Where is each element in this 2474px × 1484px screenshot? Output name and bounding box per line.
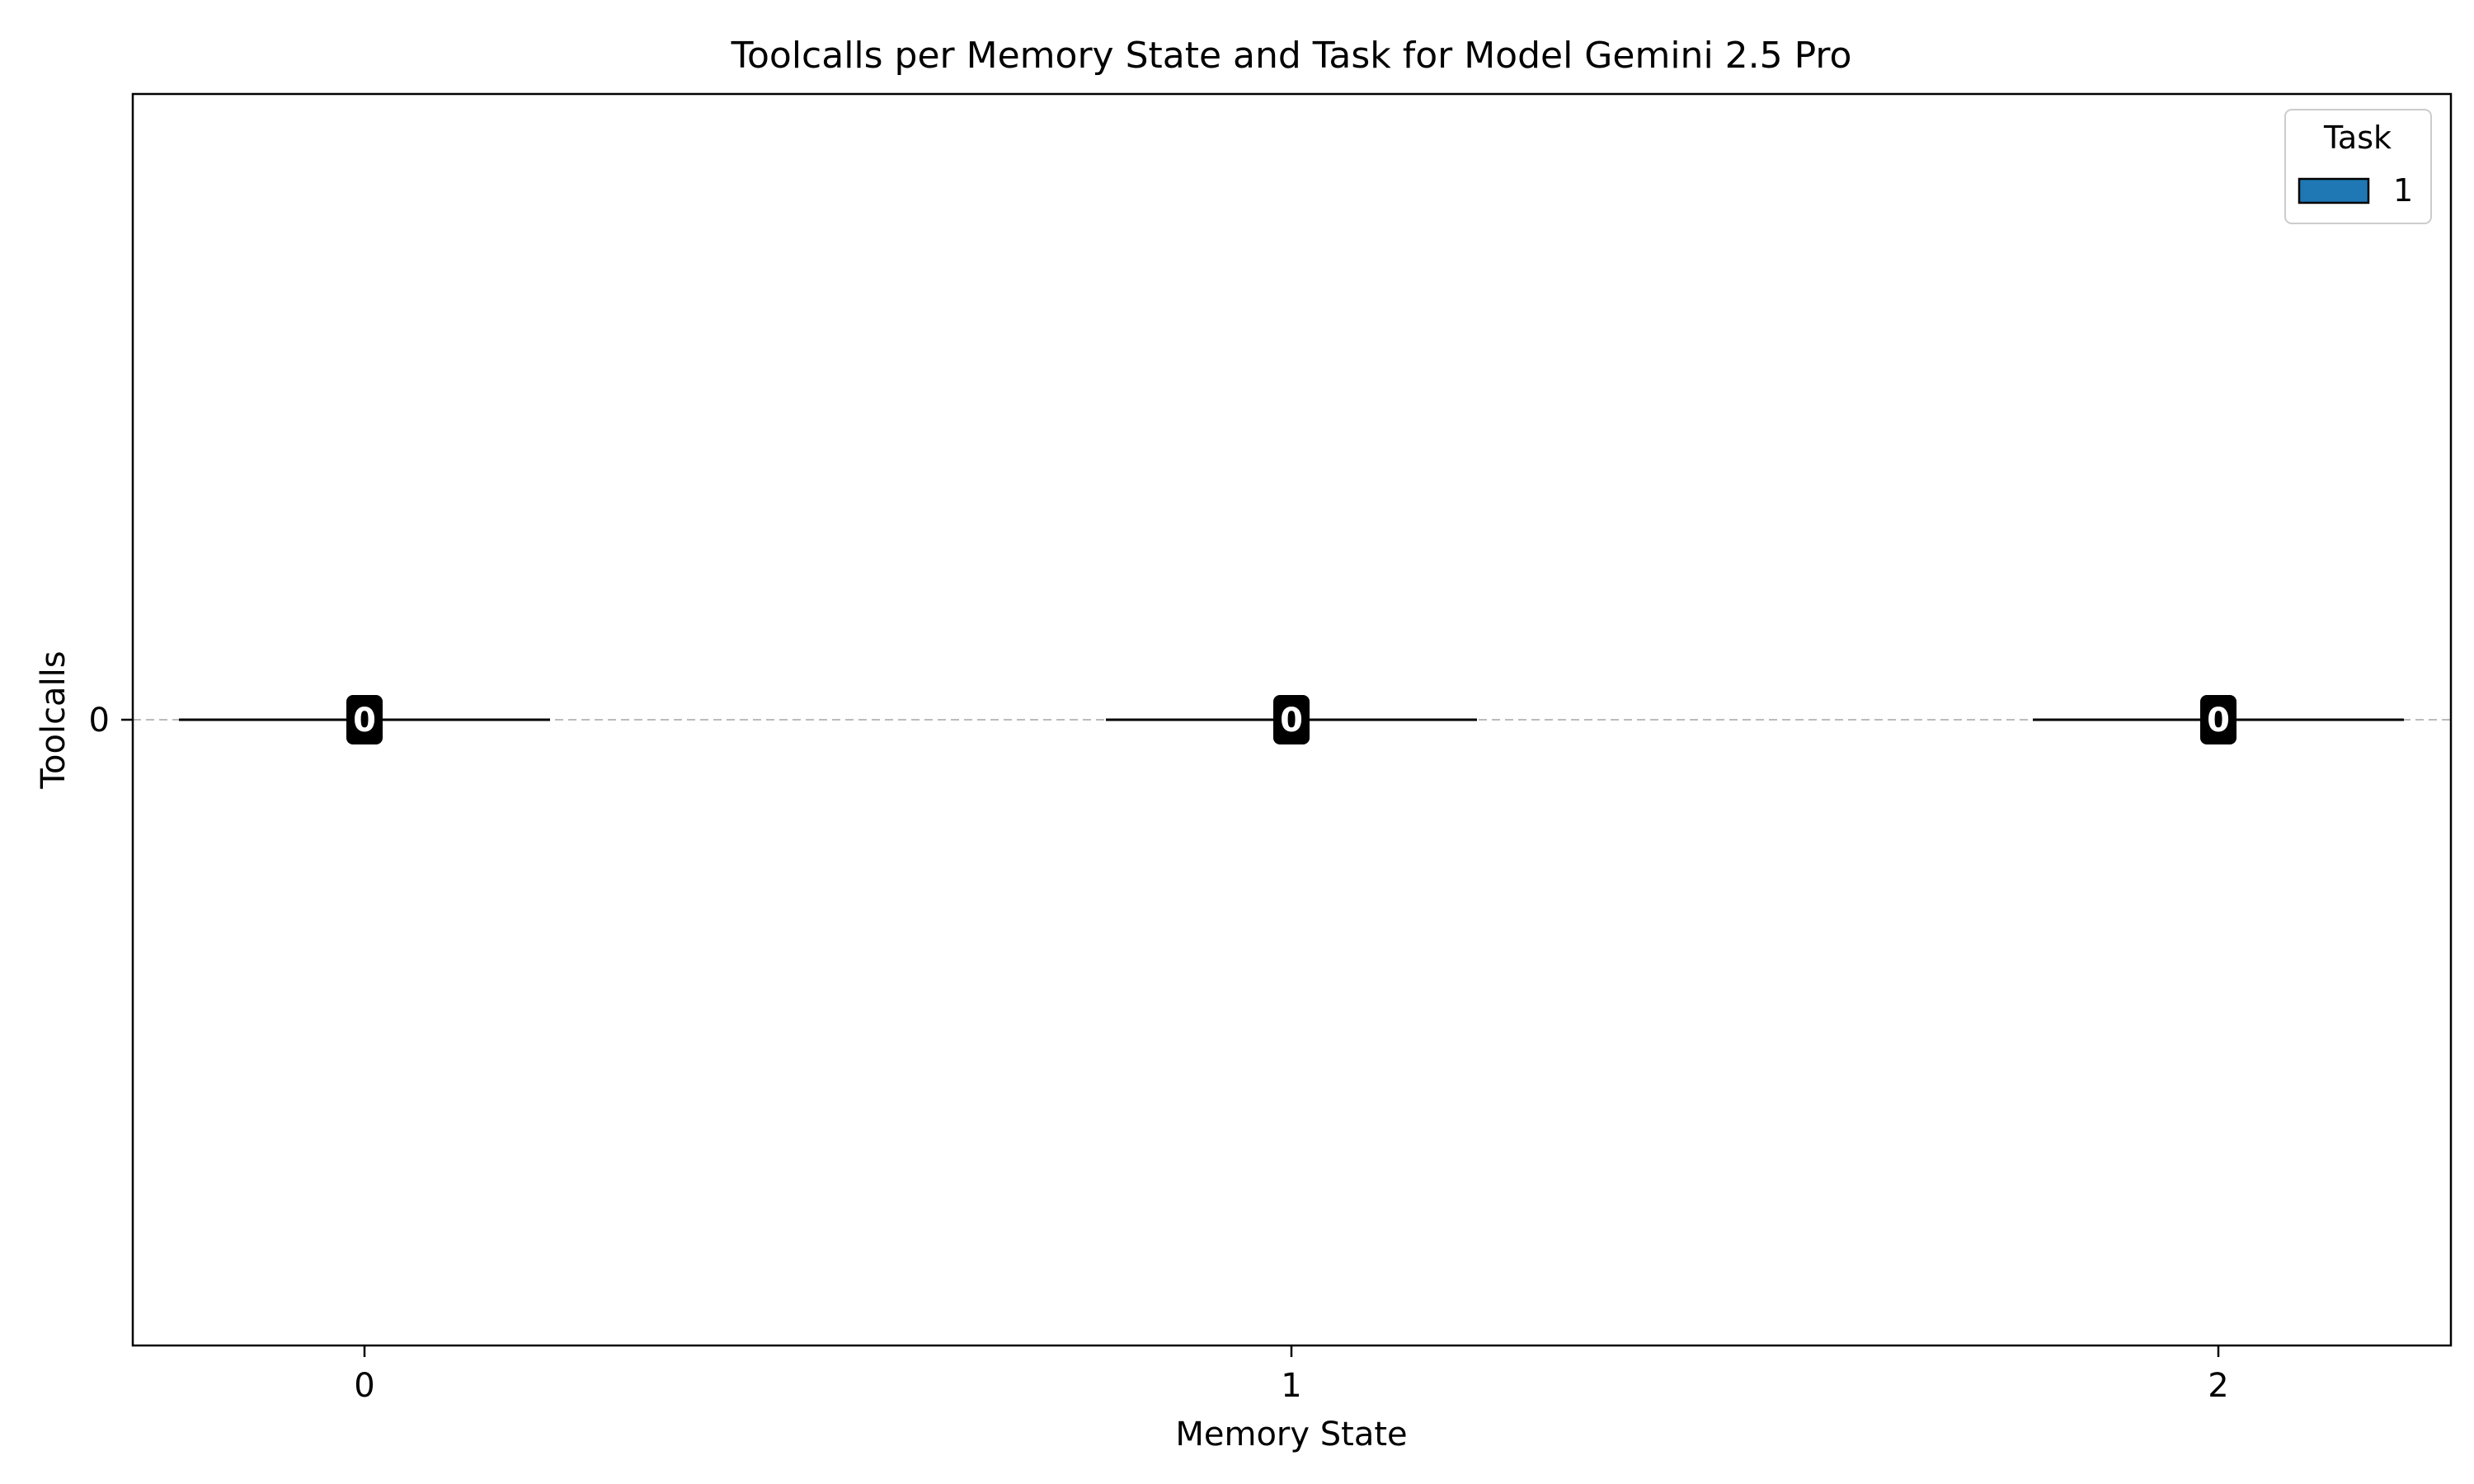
legend: Task 1 — [2284, 109, 2432, 224]
x-tick-label: 1 — [1281, 1367, 1301, 1405]
legend-entry-label: 1 — [2393, 172, 2413, 209]
legend-swatch — [2298, 177, 2370, 204]
y-axis-ticks: 0 — [89, 702, 133, 740]
value-label-text: 0 — [353, 702, 376, 740]
value-label-0: 0 — [346, 695, 383, 744]
value-label-text: 0 — [2207, 702, 2230, 740]
x-axis-ticks: 0 1 2 — [354, 1345, 2229, 1405]
value-label-background — [2200, 695, 2236, 744]
legend-title: Task — [2323, 120, 2392, 156]
x-tick-label: 0 — [354, 1367, 374, 1405]
x-tick-label: 2 — [2208, 1367, 2228, 1405]
value-label-background — [1273, 695, 1310, 744]
value-label-background — [346, 695, 383, 744]
y-tick-label: 0 — [89, 702, 110, 740]
chart-title: Toolcalls per Memory State and Task for … — [731, 35, 1852, 77]
value-label-1: 0 — [1273, 695, 1310, 744]
y-axis-label: Toolcalls — [35, 650, 73, 789]
x-axis-label: Memory State — [1175, 1416, 1407, 1453]
bar-value-labels: 0 0 0 — [346, 695, 2236, 744]
value-label-text: 0 — [1280, 702, 1303, 740]
value-label-2: 0 — [2200, 695, 2236, 744]
